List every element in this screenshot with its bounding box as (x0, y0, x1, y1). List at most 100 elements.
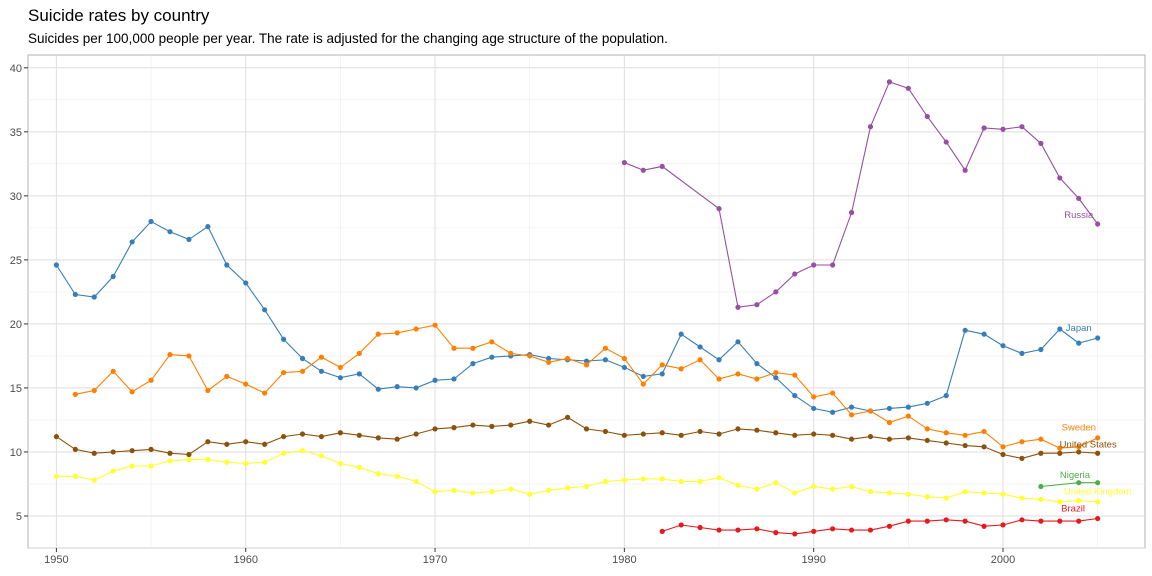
data-point-united-kingdom (830, 486, 836, 492)
data-point-russia (735, 304, 741, 310)
data-point-united-states (811, 431, 817, 437)
data-point-russia (754, 302, 760, 308)
data-point-brazil (754, 526, 760, 532)
series-line-japan (55, 220, 1098, 413)
data-point-united-states (924, 437, 930, 444)
data-point-united-states (602, 428, 609, 435)
data-point-sweden (962, 432, 968, 438)
data-point-united-states (451, 425, 457, 431)
data-point-brazil (697, 524, 703, 531)
data-point-united-kingdom (186, 457, 192, 463)
data-point-sweden (72, 391, 78, 397)
data-point-japan (53, 262, 59, 268)
data-point-united-states (981, 444, 987, 450)
data-point-japan (110, 273, 116, 280)
data-point-united-states (243, 439, 249, 445)
data-point-japan (1038, 346, 1044, 353)
data-point-russia (640, 167, 646, 173)
data-point-sweden (735, 371, 741, 377)
data-point-russia (962, 167, 968, 173)
data-point-sweden (773, 369, 779, 376)
data-point-japan (224, 262, 230, 268)
data-point-brazil (924, 518, 930, 524)
data-point-japan (1057, 326, 1063, 332)
data-point-sweden (280, 369, 287, 376)
series-label-united-kingdom: United Kingdom (1064, 487, 1132, 498)
data-point-united-states (72, 446, 78, 452)
data-point-sweden (1038, 436, 1044, 442)
data-point-brazil (848, 527, 855, 533)
data-point-russia (830, 262, 836, 268)
data-point-united-states (659, 430, 665, 436)
data-point-united-kingdom (148, 463, 154, 469)
data-point-united-kingdom (773, 480, 779, 486)
data-point-united-kingdom (508, 486, 514, 492)
data-point-japan (1095, 335, 1101, 341)
y-tick-label: 10 (10, 447, 22, 459)
data-point-united-states (678, 432, 684, 438)
data-point-japan (299, 355, 306, 362)
data-point-united-kingdom (318, 453, 325, 459)
data-point-united-states (848, 436, 855, 442)
data-point-united-kingdom (375, 471, 381, 477)
data-point-brazil (773, 530, 779, 536)
data-point-united-kingdom (91, 477, 97, 483)
data-point-united-kingdom (224, 459, 230, 465)
data-point-sweden (205, 387, 211, 394)
data-point-united-states (489, 423, 495, 429)
data-point-united-kingdom (413, 478, 419, 485)
data-point-united-states (621, 432, 627, 438)
data-point-united-states (299, 431, 306, 437)
data-point-united-kingdom (659, 476, 665, 482)
data-point-russia (1000, 126, 1006, 132)
x-tick-label: 2000 (991, 554, 1015, 566)
data-point-brazil (1038, 518, 1044, 524)
data-point-brazil (830, 526, 836, 532)
data-point-nigeria (1095, 480, 1101, 486)
data-point-united-states (697, 428, 703, 435)
data-point-united-states (867, 433, 874, 440)
data-point-sweden (224, 373, 230, 380)
data-point-united-kingdom (451, 487, 457, 493)
data-point-japan (773, 375, 779, 381)
major-gridlines (28, 55, 1145, 548)
data-point-japan (243, 280, 249, 286)
data-point-united-states (53, 433, 59, 440)
data-point-united-kingdom (1038, 496, 1044, 502)
series-label-nigeria: Nigeria (1060, 470, 1091, 481)
data-point-japan (735, 339, 741, 345)
data-point-japan (394, 384, 400, 390)
data-point-united-kingdom (1057, 499, 1063, 505)
data-point-sweden (148, 377, 154, 383)
data-point-united-kingdom (564, 485, 571, 491)
data-point-united-kingdom (394, 473, 400, 479)
data-point-united-states (943, 440, 949, 446)
data-point-united-states (148, 446, 154, 452)
data-point-russia (1076, 195, 1082, 202)
data-point-sweden (924, 426, 930, 432)
data-point-japan (981, 331, 987, 337)
data-point-united-states (470, 422, 476, 428)
data-point-sweden (792, 372, 798, 378)
data-point-sweden (659, 362, 665, 368)
data-point-sweden (129, 389, 135, 395)
data-point-united-kingdom (53, 473, 59, 479)
data-point-sweden (1000, 444, 1006, 450)
data-point-sweden (1076, 444, 1082, 450)
data-point-japan (678, 331, 684, 337)
data-point-sweden (262, 390, 268, 396)
data-point-russia (1038, 140, 1044, 146)
chart-title: Suicide rates by country (28, 6, 210, 25)
data-point-brazil (659, 528, 665, 534)
series-label-russia: Russia (1064, 210, 1094, 221)
data-point-japan (148, 218, 154, 225)
data-point-united-states (583, 426, 590, 432)
data-point-sweden (640, 381, 646, 387)
data-point-united-kingdom (1076, 498, 1082, 504)
data-point-united-states (413, 431, 419, 437)
data-point-united-kingdom (867, 489, 874, 495)
data-point-united-kingdom (583, 483, 590, 490)
data-point-japan (129, 239, 135, 245)
data-point-united-states (205, 439, 211, 445)
data-point-russia (1057, 175, 1063, 181)
